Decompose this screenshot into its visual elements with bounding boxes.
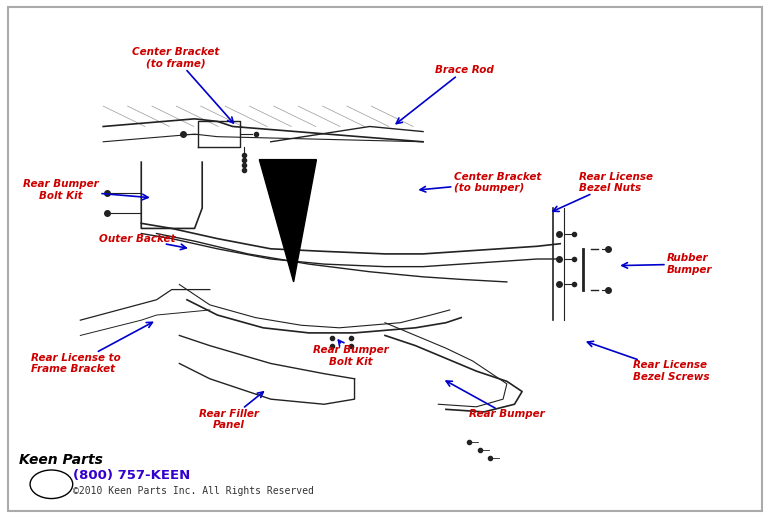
Text: Brace Rod: Brace Rod bbox=[397, 65, 494, 124]
Text: Outer Backet: Outer Backet bbox=[99, 234, 186, 250]
Text: Rear Bumper
Bolt Kit: Rear Bumper Bolt Kit bbox=[23, 179, 148, 201]
Text: Center Bracket
(to frame): Center Bracket (to frame) bbox=[132, 47, 233, 123]
Polygon shape bbox=[259, 160, 316, 282]
Text: Rear Bumper: Rear Bumper bbox=[446, 381, 544, 420]
Text: Rear Bumper
Bolt Kit: Rear Bumper Bolt Kit bbox=[313, 340, 389, 367]
Text: Rear License
Bezel Nuts: Rear License Bezel Nuts bbox=[553, 172, 653, 211]
Text: ©2010 Keen Parts Inc. All Rights Reserved: ©2010 Keen Parts Inc. All Rights Reserve… bbox=[72, 486, 313, 496]
Text: Rear Filler
Panel: Rear Filler Panel bbox=[199, 392, 263, 430]
Text: Keen Parts: Keen Parts bbox=[19, 453, 103, 467]
Text: Rubber
Bumper: Rubber Bumper bbox=[622, 253, 712, 275]
Text: (800) 757-KEEN: (800) 757-KEEN bbox=[72, 469, 190, 482]
Text: Center Bracket
(to bumper): Center Bracket (to bumper) bbox=[420, 172, 541, 193]
Text: Rear License
Bezel Screws: Rear License Bezel Screws bbox=[588, 341, 709, 382]
Text: Rear License to
Frame Bracket: Rear License to Frame Bracket bbox=[31, 322, 152, 375]
